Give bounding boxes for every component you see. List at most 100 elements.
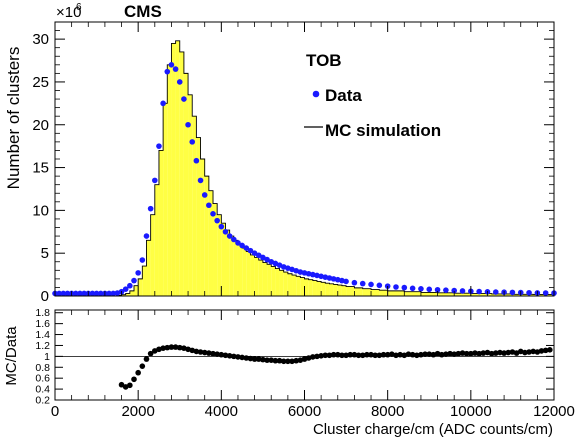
mc-histogram-bin [454, 293, 471, 296]
data-point [451, 287, 458, 294]
ratio-point [214, 351, 220, 357]
ratio-point [139, 363, 146, 369]
mc-histogram-bin [142, 266, 147, 296]
data-point [152, 177, 158, 184]
x-tick-label: 6000 [288, 403, 321, 420]
ratio-point [455, 350, 462, 357]
ratio-point [480, 350, 487, 356]
mc-histogram-bin [279, 270, 284, 296]
mc-histogram-bin [233, 240, 238, 296]
mc-histogram-bin [150, 214, 155, 296]
ratio-point [160, 345, 166, 351]
data-point [426, 286, 433, 293]
data-point [376, 282, 383, 289]
main-y-tick-label: 5 [41, 245, 49, 262]
mc-histogram-bin [283, 272, 288, 296]
ratio-point [247, 355, 254, 362]
ratio-point [201, 349, 208, 356]
data-point [206, 202, 212, 209]
ratio-point [280, 358, 287, 365]
legend: Data MC simulation [304, 86, 441, 140]
ratio-point [459, 350, 466, 356]
y-exponent-base: ×10 [56, 4, 81, 21]
data-point [127, 282, 133, 289]
mc-histogram-bin [217, 214, 222, 296]
mc-histogram-bin [254, 257, 259, 296]
ratio-point [447, 350, 453, 357]
mc-histogram-bin [267, 264, 272, 296]
ratio-point [268, 357, 275, 363]
ratio-point [251, 356, 258, 362]
data-point [64, 290, 71, 297]
data-point [176, 79, 183, 85]
data-point [247, 247, 254, 254]
ratio-y-tick-label: 1.8 [35, 307, 50, 319]
mc-histogram-bin [196, 137, 201, 296]
ratio-point [289, 358, 295, 365]
mc-histogram-bin [420, 292, 438, 296]
data-point [143, 233, 150, 239]
data-point [77, 290, 83, 297]
mc-histogram-bin [208, 190, 214, 296]
mc-histogram-bin [138, 278, 143, 296]
ratio-point [118, 381, 125, 388]
ratio-point [426, 351, 433, 357]
ratio-point [538, 348, 545, 354]
data-point [168, 62, 175, 68]
data-point [260, 254, 266, 261]
ratio-point [172, 344, 179, 350]
data-point [264, 256, 270, 263]
mc-simulation-histogram-layer [116, 40, 555, 297]
ratio-point [463, 350, 470, 357]
data-point [139, 257, 146, 263]
data-point [434, 286, 441, 293]
ratio-point [264, 357, 270, 363]
ratio-y-tick-label: 1.2 [35, 340, 50, 352]
data-point [93, 290, 100, 297]
ratio-point [505, 349, 512, 356]
mc-histogram-bin [179, 51, 184, 296]
mc-histogram-bin [437, 292, 455, 296]
x-tick-label: 0 [51, 403, 59, 420]
ratio-point [135, 369, 141, 376]
mc-histogram-bin [262, 262, 268, 296]
mc-histogram-bin [321, 282, 326, 296]
mc-histogram-bin [308, 279, 313, 296]
mc-histogram-bin [470, 293, 492, 296]
data-point [131, 277, 137, 284]
data-point [201, 192, 208, 198]
ratio-point [472, 350, 478, 356]
main-y-axis-label: Number of clusters [4, 47, 23, 190]
ratio-y-tick-label: 1 [44, 351, 50, 363]
data-point [160, 100, 166, 107]
ratio-point [492, 350, 499, 356]
ratio-point [131, 376, 137, 383]
mc-histogram-bin [246, 251, 251, 296]
mc-histogram-bin [171, 43, 176, 296]
main-axis-ticks: 0 5 10 15 20 25 30 [32, 21, 555, 305]
ratio-point [422, 351, 428, 357]
data-point [326, 275, 333, 281]
ratio-point [127, 382, 133, 389]
data-point [222, 228, 229, 235]
data-point [322, 274, 329, 280]
mc-histogram-bin [158, 150, 164, 296]
ratio-point [276, 357, 283, 364]
mc-histogram-bin [125, 293, 130, 296]
x-tick-label: 8000 [371, 403, 404, 420]
mc-histogram-bin [237, 244, 243, 296]
ratio-plot-frame [54, 309, 555, 401]
mc-histogram-bin [129, 290, 135, 296]
data-point [147, 205, 154, 212]
mc-histogram-bin [200, 159, 205, 296]
mc-histogram-bin [146, 240, 151, 296]
ratio-point [168, 344, 175, 350]
data-point [181, 96, 187, 102]
mc-histogram-bin [362, 288, 372, 296]
mc-histogram-bin [163, 103, 168, 296]
data-point [172, 66, 179, 72]
ratio-plot-panel: 0.20.40.60.811.21.41.61.8 0 2000 4000 6000 80… [3, 307, 575, 438]
ratio-point [547, 347, 553, 353]
mc-histogram-bin [204, 176, 209, 296]
